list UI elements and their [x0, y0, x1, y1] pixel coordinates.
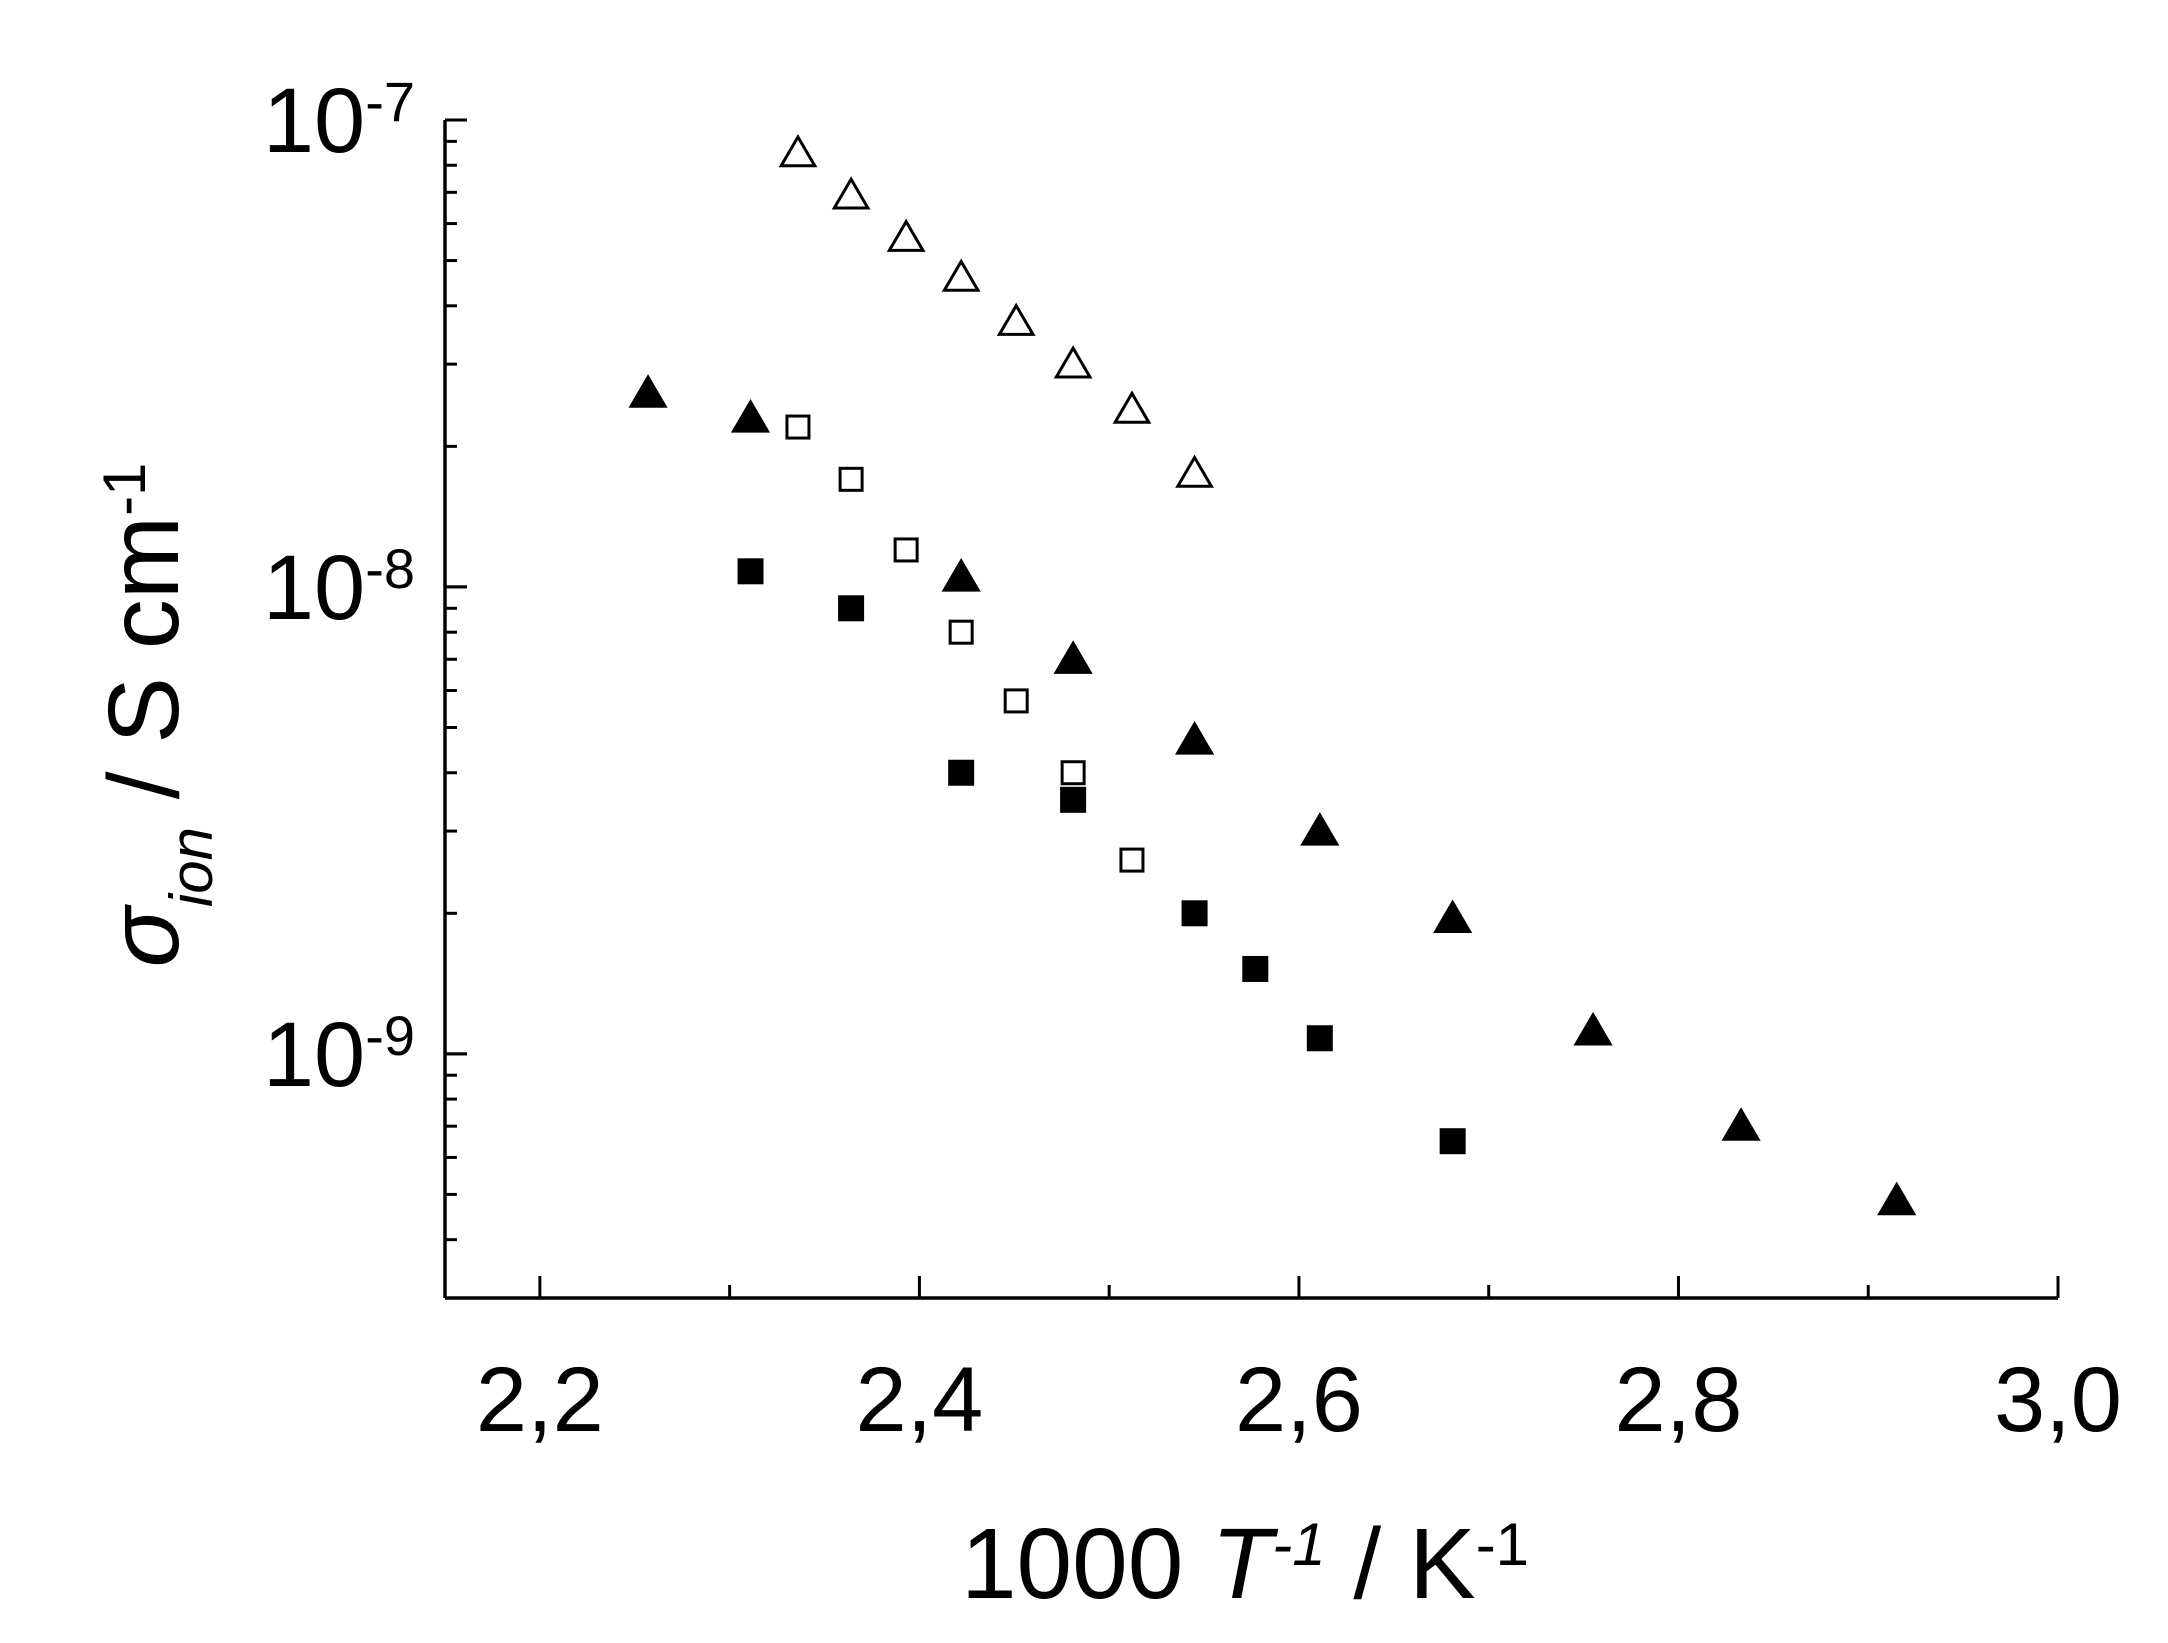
- x-tick-label: 3,0: [1994, 1349, 2122, 1451]
- data-point-triangle-filled: [628, 374, 668, 408]
- x-tick-label: 2,6: [1235, 1349, 1363, 1451]
- y-tick-label: 10-8: [263, 536, 415, 639]
- x-tick-label: 2,8: [1615, 1349, 1743, 1451]
- data-point-triangle-open: [1112, 390, 1152, 424]
- data-point-square-open: [1060, 760, 1086, 786]
- x-tick-label: 2,2: [476, 1349, 604, 1451]
- data-point-triangle-filled: [730, 399, 771, 433]
- x-label-unit: / K: [1326, 1508, 1476, 1620]
- data-point-triangle-filled: [1573, 1011, 1613, 1046]
- data-point-triangle-open: [941, 258, 981, 292]
- x-tick-label: 2,4: [855, 1349, 983, 1451]
- x-label-unit-exponent: -1: [1476, 1511, 1529, 1578]
- data-point-square-filled: [948, 759, 975, 786]
- y-label-symbol: σ: [88, 903, 200, 967]
- y-label-unit-exponent: -1: [91, 463, 158, 516]
- data-point-triangle-open: [778, 133, 818, 168]
- data-point-triangle-filled: [1433, 899, 1473, 934]
- y-axis-label: σion / S cm-1: [88, 463, 225, 968]
- data-point-triangle-open: [831, 176, 871, 210]
- data-point-square-open: [838, 466, 864, 492]
- data-point-square-filled: [1060, 786, 1087, 813]
- data-point-square-filled: [1306, 1025, 1333, 1052]
- x-axis-ticks: 2,2 2,4 2,6 2,8 3,0: [476, 1276, 2122, 1451]
- x-label-exponent: -1: [1272, 1511, 1325, 1578]
- y-label-subscript: ion: [158, 827, 225, 907]
- data-point-triangle-open: [886, 218, 926, 252]
- data-point-square-filled: [1181, 900, 1208, 927]
- data-point-triangle-filled: [1053, 640, 1093, 674]
- data-point-triangle-filled: [1877, 1181, 1917, 1216]
- data-point-square-filled: [838, 595, 865, 622]
- data-point-triangle-filled: [1174, 721, 1215, 755]
- data-point-square-open: [948, 619, 974, 645]
- data-point-triangle-filled: [1721, 1107, 1761, 1141]
- data-point-square-open: [785, 414, 811, 440]
- x-label-variable: T: [1211, 1508, 1278, 1620]
- data-point-square-open: [1119, 847, 1145, 873]
- data-point-triangle-filled: [941, 558, 981, 592]
- data-point-square-open: [1003, 688, 1029, 714]
- data-point-triangle-open: [996, 302, 1036, 336]
- data-point-square-filled: [737, 558, 764, 585]
- y-axis-ticks: 10-9 10-8 10-7: [263, 70, 467, 1300]
- y-tick-label: 10-9: [263, 1003, 415, 1106]
- data-point-square-filled: [1242, 955, 1269, 982]
- x-label-prefix: 1000: [961, 1508, 1211, 1620]
- data-point-triangle-open: [1053, 345, 1093, 379]
- data-points: [628, 133, 1917, 1216]
- data-point-square-filled: [1439, 1128, 1466, 1155]
- y-tick-label: 10-7: [263, 70, 415, 173]
- data-point-triangle-open: [1175, 454, 1214, 488]
- x-axis-label: 1000 T-1 / K-1: [961, 1508, 1529, 1620]
- axes: [443, 120, 2058, 1300]
- y-label-unit: / S cm: [88, 516, 200, 827]
- data-point-square-open: [893, 537, 919, 563]
- data-point-triangle-filled: [1300, 812, 1340, 846]
